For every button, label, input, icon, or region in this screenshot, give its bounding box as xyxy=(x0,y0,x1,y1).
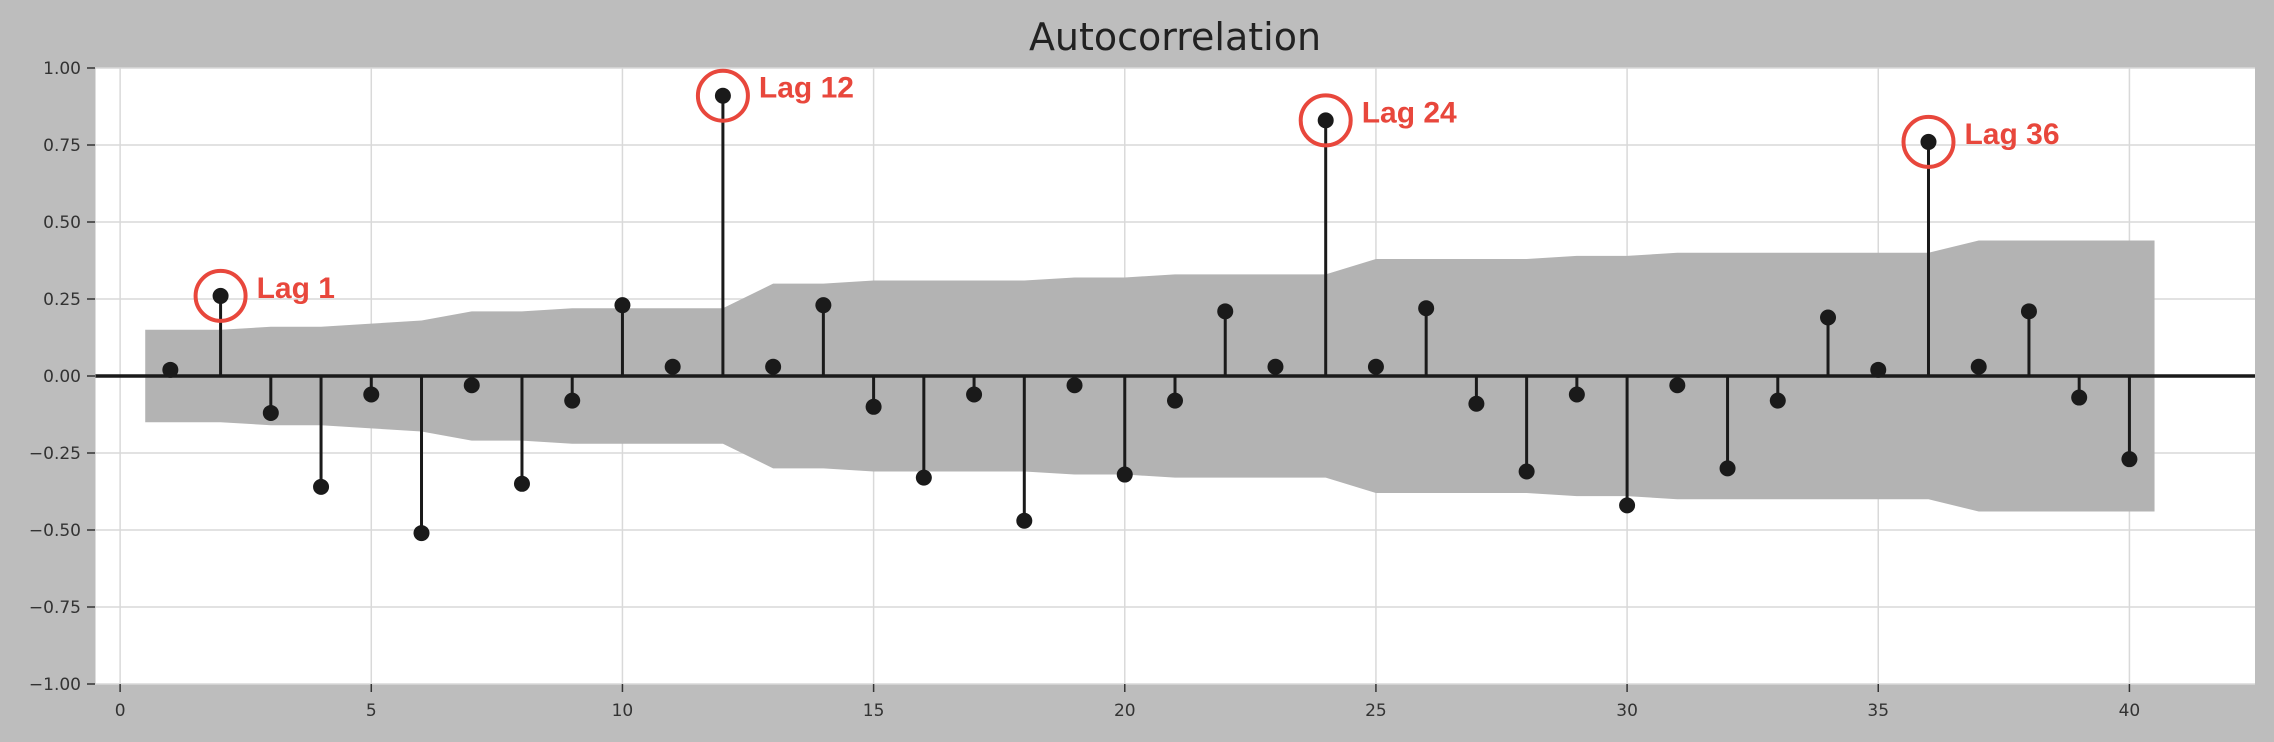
acf-point xyxy=(2121,451,2138,468)
y-tick-label: −0.50 xyxy=(29,521,81,541)
acf-point xyxy=(664,358,681,375)
acf-point xyxy=(1870,361,1887,378)
acf-point xyxy=(1719,460,1736,477)
annotation-circle xyxy=(1901,114,1956,169)
chart-title: Autocorrelation xyxy=(1029,15,1321,59)
x-tick-label: 30 xyxy=(1616,701,1638,721)
acf-point xyxy=(815,297,832,314)
y-tick-label: 0.25 xyxy=(43,290,81,310)
annotation-label: Lag 24 xyxy=(1362,96,1457,129)
y-tick-label: −0.25 xyxy=(29,444,81,464)
acf-point xyxy=(865,398,882,415)
acf-point xyxy=(1920,133,1937,150)
acf-point xyxy=(1518,463,1535,480)
acf-point xyxy=(212,287,229,304)
acf-point xyxy=(1167,392,1183,409)
acf-point xyxy=(765,358,782,375)
annotation-circle xyxy=(1298,93,1353,148)
acf-point xyxy=(966,386,983,403)
x-tick-label: 25 xyxy=(1365,701,1387,721)
acf-point xyxy=(2020,303,2037,320)
annotation-circle xyxy=(193,268,248,323)
annotation-circle xyxy=(695,68,750,123)
x-tick-label: 5 xyxy=(366,701,377,721)
y-tick-label: −1.00 xyxy=(29,675,81,695)
acf-point xyxy=(1016,512,1033,529)
acf-point xyxy=(1367,358,1384,375)
x-tick-label: 20 xyxy=(1114,701,1136,721)
annotation-label: Lag 36 xyxy=(1964,118,2059,151)
y-tick-label: 0.75 xyxy=(43,136,81,156)
acf-point xyxy=(2071,389,2088,406)
acf-point xyxy=(1418,300,1435,317)
x-tick-label: 0 xyxy=(115,701,126,721)
acf-point xyxy=(1317,112,1334,129)
x-tick-label: 40 xyxy=(2119,701,2141,721)
x-tick-label: 10 xyxy=(612,701,634,721)
acf-point xyxy=(1769,392,1786,409)
acf-point xyxy=(513,475,530,492)
annotation-label: Lag 1 xyxy=(257,272,335,305)
acf-point xyxy=(1970,358,1987,375)
y-tick-label: 1.00 xyxy=(43,59,81,79)
acf-point xyxy=(413,525,430,542)
acf-point xyxy=(564,392,581,409)
acf-point xyxy=(1066,377,1083,394)
acf-point xyxy=(162,361,179,378)
y-tick-label: −0.75 xyxy=(29,598,81,618)
y-tick-label: 0.50 xyxy=(43,213,81,233)
acf-point xyxy=(614,297,631,314)
annotation-label: Lag 12 xyxy=(759,72,854,105)
acf-point xyxy=(363,386,380,403)
acf-point xyxy=(1669,377,1686,394)
plot-area: 1.00 0.75 0.50 0.25 0.00 −0.25 −0.50 −0.75 −1.00… xyxy=(29,59,2255,721)
acf-point xyxy=(1217,303,1234,320)
acf-point xyxy=(1568,386,1585,403)
acf-point xyxy=(262,404,279,421)
y-tick-label: 0.00 xyxy=(43,367,81,387)
acf-point xyxy=(1820,309,1837,326)
acf-point xyxy=(313,478,330,495)
acf-point xyxy=(915,469,932,486)
x-tick-label: 15 xyxy=(863,701,885,721)
acf-point xyxy=(1267,358,1284,375)
acf-point xyxy=(714,87,731,104)
x-tick-label: 35 xyxy=(1867,701,1889,721)
acf-point xyxy=(1116,466,1133,483)
acf-point xyxy=(1468,395,1485,412)
acf-point xyxy=(463,377,480,394)
acf-point xyxy=(1619,497,1636,514)
